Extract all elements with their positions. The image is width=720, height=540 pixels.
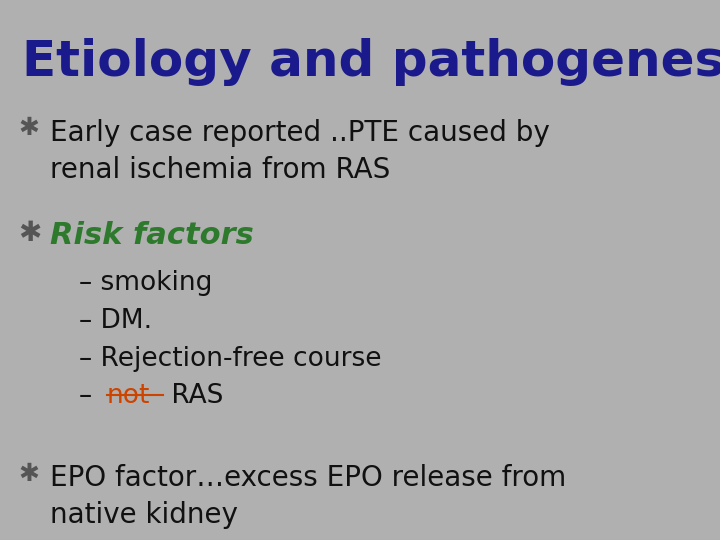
Text: ✱: ✱ — [18, 462, 39, 485]
Text: ✱: ✱ — [18, 116, 39, 140]
Text: EPO factor…excess EPO release from
native kidney: EPO factor…excess EPO release from nativ… — [50, 464, 567, 529]
Text: RAS: RAS — [163, 383, 223, 409]
Text: Risk factors: Risk factors — [50, 221, 254, 251]
Text: ✱: ✱ — [18, 219, 41, 247]
Text: – Rejection-free course: – Rejection-free course — [79, 346, 382, 372]
Text: – DM.: – DM. — [79, 308, 153, 334]
Text: not: not — [107, 383, 150, 409]
Text: –: – — [79, 383, 101, 409]
Text: – smoking: – smoking — [79, 270, 212, 296]
Text: Etiology and pathogenesis: Etiology and pathogenesis — [22, 38, 720, 86]
Text: Early case reported ..PTE caused by
renal ischemia from RAS: Early case reported ..PTE caused by rena… — [50, 119, 550, 184]
